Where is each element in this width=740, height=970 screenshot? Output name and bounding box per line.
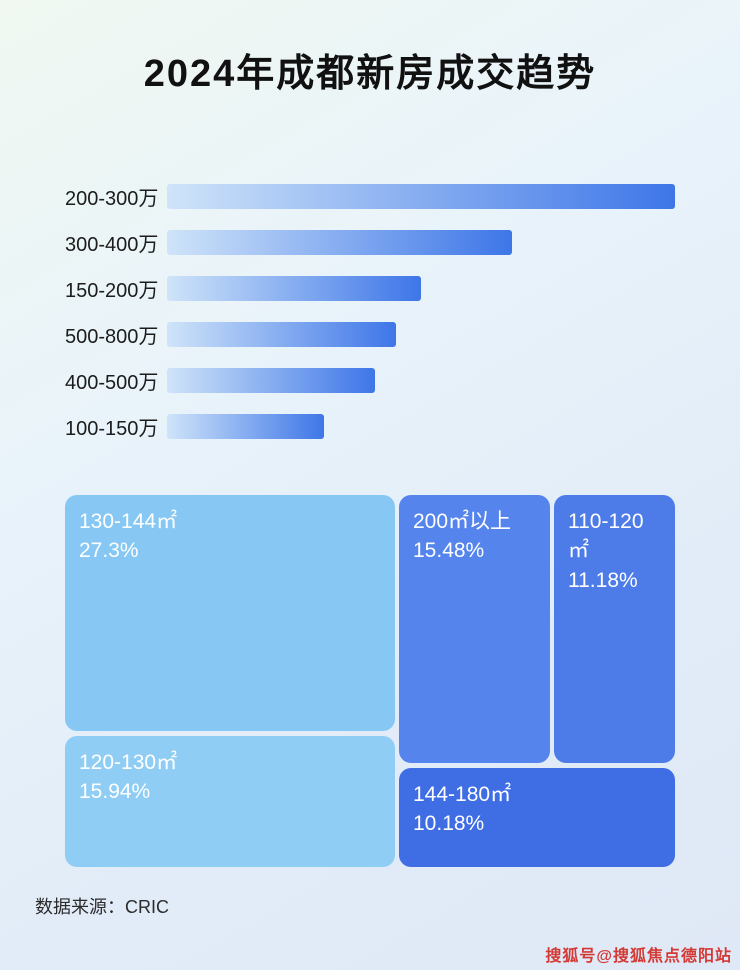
bar-row: 100-150万 [65,413,675,440]
treemap-block-label: 200㎡以上 [413,510,512,533]
bar-track [167,367,675,393]
bar-track [167,275,675,301]
bar [167,275,421,301]
page-title: 2024年成都新房成交趋势 [143,53,597,95]
watermark-text: 搜狐号@搜狐焦点德阳站 [545,948,732,965]
treemap-block-value: 11.18% [568,568,638,592]
bar-track [167,229,675,255]
bar [167,229,513,255]
price-range-bar-chart: 200-300万 300-400万 150-200万 500-800万 400- [65,183,675,459]
treemap-block-label: 120-130㎡ [79,751,178,774]
treemap-block-144-180: 144-180㎡ 10.18% [399,768,675,867]
bar-row: 150-200万 [65,275,675,302]
bar-category-label: 200-300万 [65,187,159,210]
treemap-block-120-130: 120-130㎡ 15.94% [65,736,395,867]
bar-track [167,321,675,347]
bar-category-label: 300-400万 [65,233,159,256]
bar-row: 300-400万 [65,229,675,256]
treemap-block-value: 27.3% [79,539,139,563]
treemap-block-value: 15.48% [413,539,485,563]
bar-row: 400-500万 [65,367,675,394]
bar-track [167,413,675,439]
bar-row: 200-300万 [65,183,675,210]
treemap-block-label: 144-180㎡ [413,783,512,806]
bar [167,321,396,347]
bar-category-label: 100-150万 [65,417,159,440]
bar-category-label: 500-800万 [65,325,159,348]
bar [167,183,675,209]
treemap-block-value: 10.18% [413,812,485,836]
bar-track [167,183,675,209]
treemap-block-110-120: 110-120㎡ 11.18% [554,495,675,763]
bar [167,367,376,393]
data-source-text: 数据来源：CRIC [35,897,169,917]
treemap-block-200-plus: 200㎡以上 15.48% [399,495,550,763]
bar-category-label: 400-500万 [65,371,159,394]
treemap-block-130-144: 130-144㎡ 27.3% [65,495,395,731]
treemap-block-label: 110-120㎡ [568,510,644,563]
area-share-treemap: 130-144㎡ 27.3% 120-130㎡ 15.94% 200㎡以上 15… [65,495,675,867]
treemap-block-value: 15.94% [79,780,151,804]
bar-row: 500-800万 [65,321,675,348]
treemap-block-label: 130-144㎡ [79,510,178,533]
bar [167,413,325,439]
bar-category-label: 150-200万 [65,279,159,302]
